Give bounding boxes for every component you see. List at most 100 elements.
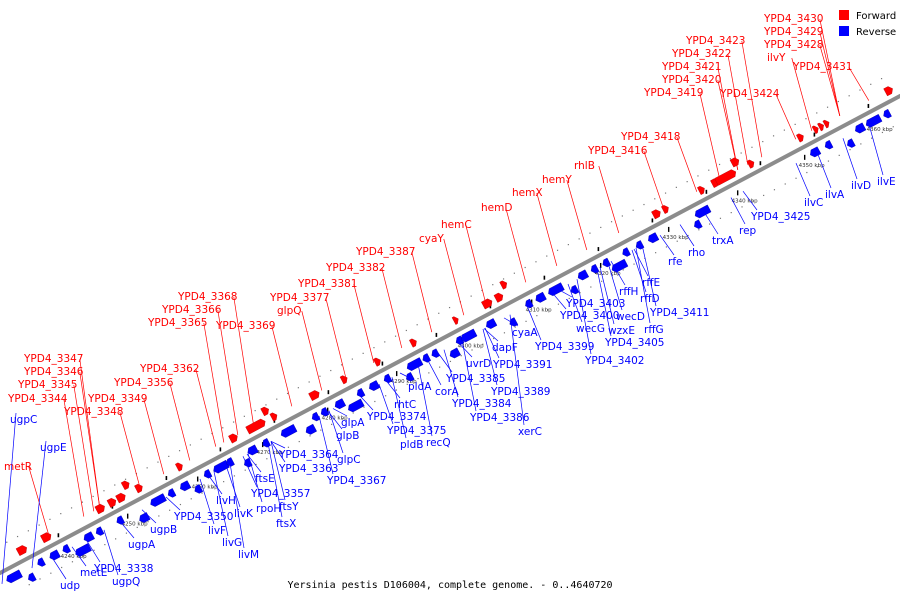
guide-dot [340,364,343,366]
forward-gene-label-metr: metR [4,461,32,473]
forward-gene-label-ypd4-3422: YPD4_3422 [671,48,731,60]
guide-dot [190,498,192,500]
guide-dot [428,372,430,374]
guide-dot [664,192,667,194]
guide-dot [114,484,116,486]
forward-leader-ypd4-3366 [217,309,239,436]
reverse-leader-uvrd [457,342,473,358]
guide-dot [28,584,30,586]
forward-gene-f30 [822,119,830,129]
reverse-gene-label-ugpe: ugpE [40,442,67,454]
guide-dot [287,446,290,448]
reverse-gene-label-ugpa: ugpA [128,539,156,551]
guide-dot [880,78,883,80]
reverse-gene-label-livk: livK [234,508,254,520]
tick-mark [327,390,330,395]
guide-dot [460,355,462,357]
guide-dot [784,183,786,185]
reverse-leader-ypd4-3386 [461,340,477,412]
guide-dot [708,169,710,171]
reverse-gene-r35 [460,328,478,343]
reverse-gene-r46 [622,247,631,257]
reverse-leader-cora [426,358,442,386]
tick-mark [381,361,384,366]
reverse-leader-wzxe [599,266,615,325]
reverse-gene-r10 [150,493,167,507]
guide-dot [201,492,203,494]
reverse-gene-label-cora: corA [435,386,460,398]
reverse-gene-label-ilvd: ilvD [851,180,871,192]
forward-gene-f28 [811,125,819,135]
forward-leader-ypd4-3356 [169,382,191,461]
forward-gene-label-ypd4-3345: YPD4_3345 [17,379,77,391]
reverse-gene-r43 [590,263,600,274]
guide-dot [243,415,245,417]
forward-gene-label-ypd4-3344: YPD4_3344 [7,393,68,405]
forward-gene-label-ypd4-3424: YPD4_3424 [719,88,780,100]
guide-dot [806,171,808,174]
reverse-leader-livf [199,478,215,525]
guide-dot [622,269,624,271]
reverse-gene-label-xerc: xerC [518,426,542,438]
reverse-gene-r32 [431,348,441,358]
reverse-leader-rfe [659,234,675,256]
reverse-gene-label-ugpb: ugpB [150,524,177,536]
forward-gene-label-ypd4-3420: YPD4_3420 [661,74,721,86]
tick-mark [705,189,708,194]
reverse-leader-glpa [332,408,348,417]
reverse-leader-cyaa [503,317,519,327]
guide-dot [233,475,236,477]
reverse-gene-label-ypd4-3425: YPD4_3425 [750,211,810,223]
scale-tick [803,154,806,160]
reverse-leader-ypd4-3425 [742,191,758,211]
guide-dot [60,513,62,515]
reverse-leader-recq [417,363,433,437]
reverse-gene-r15 [213,459,230,474]
forward-gene-label-ypd4-3416: YPD4_3416 [587,145,648,157]
guide-dot [870,83,872,85]
reverse-gene-r13 [194,484,204,494]
guide-dot [655,252,657,254]
reverse-leader-ypd4-3357 [242,456,258,488]
guide-dot [502,278,505,280]
forward-gene-f4 [115,492,126,504]
reverse-leader-ypd4-3374 [358,394,374,411]
forward-gene-label-cyay: cyaY [419,233,444,245]
guide-dot [665,246,668,248]
guide-dot [362,352,364,354]
forward-leader-ypd4-3419 [699,92,721,180]
reverse-gene-label-ilva: ilvA [825,189,845,201]
guide-dot [16,535,19,538]
forward-gene-label-ypd4-3369: YPD4_3369 [215,320,275,332]
guide-dot [849,149,851,151]
forward-gene-label-ypd4-3377: YPD4_3377 [269,292,329,304]
reverse-leader-ugpq [103,529,119,576]
forward-gene-f9 [245,418,266,435]
guide-dot [794,123,796,126]
reverse-gene-label-rffg: rffG [644,324,664,336]
reverse-gene-label-ilve: ilvE [877,176,896,188]
reverse-gene-label-ilvc: ilvC [804,197,823,209]
forward-gene-f13 [339,375,348,385]
guide-dot [838,154,840,156]
forward-leader-cyay [443,238,465,316]
forward-leader-ypd4-3344 [63,398,85,517]
guide-dot [49,518,51,520]
forward-leader-ypd4-3423 [741,40,763,158]
forward-leader-ypd4-3421 [717,66,739,171]
forward-gene-f0 [15,545,27,556]
guide-dot [125,532,128,534]
forward-leader-ypd4-3368 [233,296,255,427]
reverse-leader-livk [225,465,241,508]
guide-dot [439,366,441,368]
reverse-gene-r56 [883,108,892,119]
forward-leader-ypd4-3387 [411,251,433,333]
reverse-gene-label-ugpq: ugpQ [112,576,140,588]
guide-dot [525,320,527,322]
guide-dot [556,249,559,251]
guide-dot [881,131,884,134]
reverse-leader-rffe [633,248,649,277]
forward-gene-label-ypd4-3348: YPD4_3348 [63,406,123,418]
guide-dot [93,549,95,551]
reverse-gene-label-ypd4-3405: YPD4_3405 [604,337,664,349]
